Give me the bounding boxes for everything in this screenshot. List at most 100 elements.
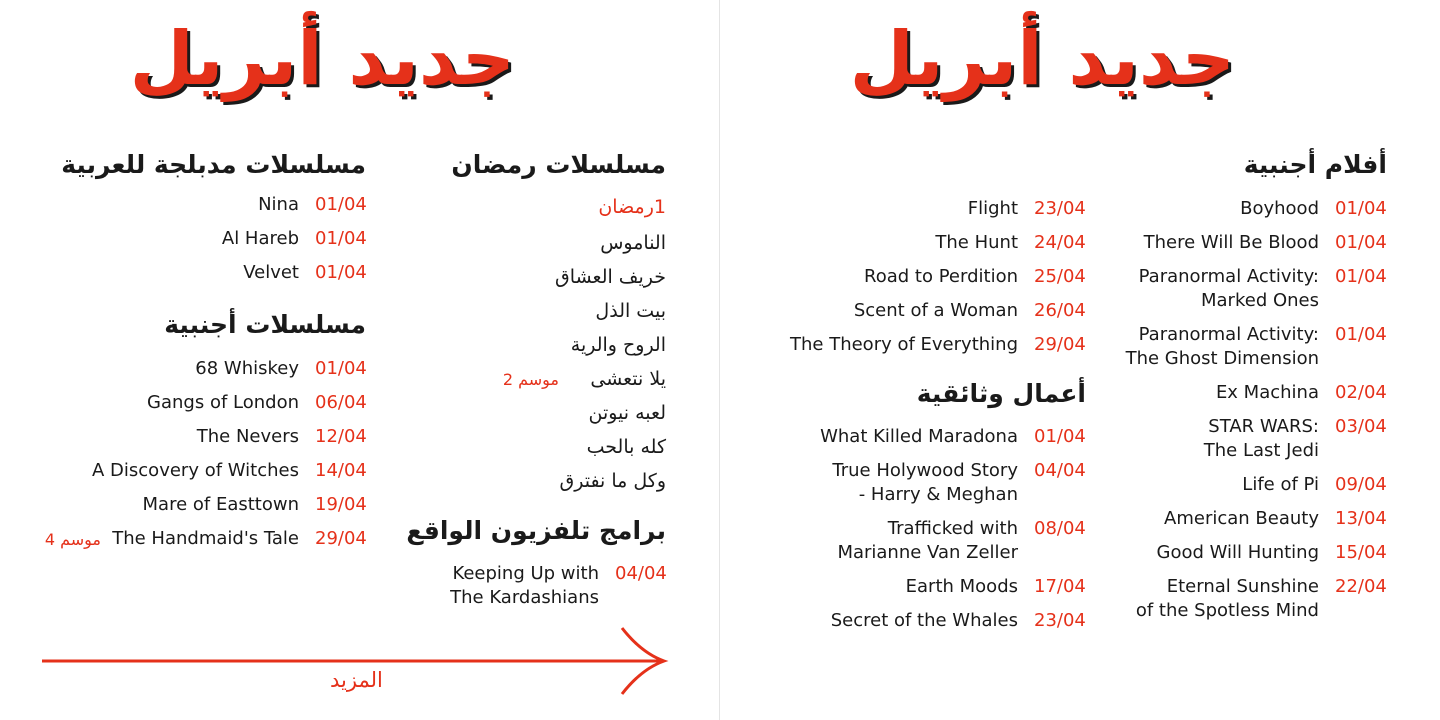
item-name: Road to Perdition [864,266,1018,287]
list-item: 22/04 Eternal Sunshine of the Spotless M… [1120,575,1387,623]
item-date: 02/04 [1335,382,1387,403]
item-name: What Killed Maradona [820,426,1018,447]
list-item: 14/04 A Discovery of Witches [92,459,367,483]
list-item: 01/04 Boyhood [1120,197,1387,221]
list-item: 01/04 There Will Be Blood [1120,231,1387,255]
item-name: The Theory of Everything [790,334,1018,355]
item-name: Paranormal Activity: [1138,324,1319,345]
documentaries-heading: أعمال وثائقية [916,379,1086,408]
item-name: Life of Pi [1242,474,1319,495]
item-name: The Nevers [196,426,299,447]
item-date: 03/04 [1335,416,1387,437]
item-name: Mare of Easttown [142,494,299,515]
item-date: 24/04 [1034,232,1086,253]
reality-heading: برامج تلفزيون الواقع [406,516,666,545]
item-name: Marianne Van Zeller [837,542,1018,563]
item-name: Flight [967,198,1018,219]
item-name: American Beauty [1164,508,1319,529]
item-name: Keeping Up with [452,563,599,584]
item-name: True Holywood Story [832,460,1018,481]
list-item: 24/04 The Hunt [790,231,1086,255]
item-date: 01/04 [1335,266,1387,287]
item-date: 25/04 [1034,266,1086,287]
item-date: 04/04 [1034,460,1086,481]
list-item: 01/04 Nina [150,193,367,217]
list-item: 23/04 Flight [790,197,1086,221]
item-name: Eternal Sunshine [1166,576,1319,597]
item-date: 22/04 [1335,576,1387,597]
item-date: 01/04 [1335,324,1387,345]
item-date: 09/04 [1335,474,1387,495]
item-date: 14/04 [315,460,367,481]
item-name: Paranormal Activity: [1138,266,1319,287]
item-name: The Kardashians [450,587,599,608]
item-name: Earth Moods [905,576,1018,597]
right-title: جديد أبريل [849,16,1235,102]
item-date: 12/04 [315,426,367,447]
list-item: 19/04 Mare of Easttown [100,493,367,517]
item-name: Good Will Hunting [1156,542,1320,563]
item-date: 01/04 [1034,426,1086,447]
ramadan-item: وكل ما نفترق [559,470,666,492]
item-date: 01/04 [315,194,367,215]
item-date: 23/04 [1034,198,1086,219]
list-item: 01/04 68 Whiskey [100,357,367,381]
season-tag: موسم 2 [502,370,559,389]
list-item: 23/04 Secret of the Whales [790,609,1086,633]
list-item: 04/04 Keeping Up with The Kardashians [420,562,667,610]
item-name: 68 Whiskey [195,358,299,379]
item-name: STAR WARS: [1208,416,1319,437]
list-item: 02/04 Ex Machina [1120,381,1387,405]
ramadan-item: الروح والرية [570,334,666,356]
item-date: 19/04 [315,494,367,515]
list-item: 01/04 Al Hareb [150,227,367,251]
list-item: 12/04 The Nevers [100,425,367,449]
item-name: Scent of a Woman [853,300,1018,321]
item-date: 23/04 [1034,610,1086,631]
item-name: of the Spotless Mind [1135,600,1319,621]
more-arrow-icon[interactable] [40,626,670,698]
ramadan-item: كله بالحب [586,436,666,458]
item-name: - Harry & Meghan [858,484,1018,505]
list-item: 01/04 Paranormal Activity: The Ghost Dim… [1120,323,1387,371]
ramadan-item: لعبه نيوتن [588,402,666,424]
list-item: 09/04 Life of Pi [1120,473,1387,497]
left-panel: جديد أبريل مسلسلات رمضان 1رمضان الناموس … [0,0,719,720]
item-date: 17/04 [1034,576,1086,597]
list-item: 29/04 The Theory of Everything [790,333,1086,357]
item-date: 29/04 [1034,334,1086,355]
list-item: 13/04 American Beauty [1120,507,1387,531]
item-date: 01/04 [315,228,367,249]
item-date: 01/04 [315,262,367,283]
item-date: 26/04 [1034,300,1086,321]
item-name: The Last Jedi [1203,440,1319,461]
item-date: 08/04 [1034,518,1086,539]
item-date: 01/04 [1335,232,1387,253]
item-name: There Will Be Blood [1143,232,1319,253]
right-panel: جديد أبريل أفلام أجنبية 01/04 Boyhood 01… [720,0,1440,720]
item-date: 15/04 [1335,542,1387,563]
season-tag: موسم 4 [44,530,101,549]
item-date: 29/04 [315,528,367,549]
foreign-series-heading: مسلسلات أجنبية [164,310,366,339]
list-item: 25/04 Road to Perdition [790,265,1086,289]
more-link[interactable]: المزيد [330,668,383,692]
list-item: 06/04 Gangs of London [100,391,367,415]
list-item: 26/04 Scent of a Woman [790,299,1086,323]
ramadan-item: يلا نتعشى [590,368,666,390]
item-date: 01/04 [1335,198,1387,219]
foreign-films-heading: أفلام أجنبية [1243,150,1387,179]
list-item: 01/04 Velvet [150,261,367,285]
ramadan-item: خريف العشاق [555,266,666,288]
dubbed-heading: مسلسلات مدبلجة للعربية [61,150,366,179]
ramadan-subheading: 1رمضان [598,196,666,218]
item-name: Al Hareb [221,228,299,249]
item-name: Secret of the Whales [830,610,1018,631]
ramadan-item: الناموس [600,232,666,254]
item-name: A Discovery of Witches [92,460,299,481]
item-name: The Handmaid's Tale [112,528,299,549]
list-item: 29/04 The Handmaid's Tale [100,527,367,551]
item-date: 01/04 [315,358,367,379]
panel-divider [719,0,720,720]
item-name: Gangs of London [147,392,299,413]
